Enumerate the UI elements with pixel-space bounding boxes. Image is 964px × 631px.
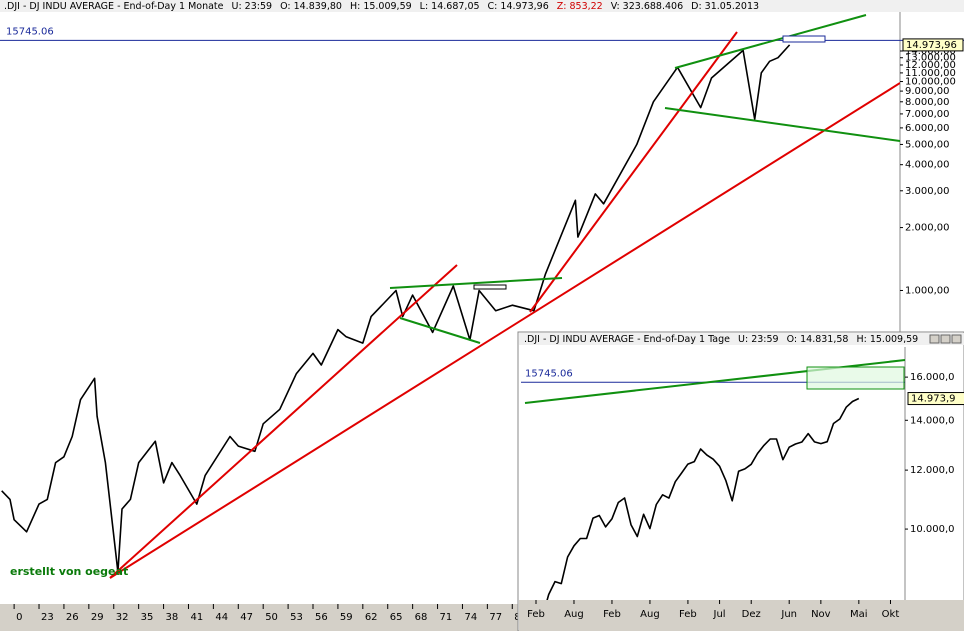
x-tick-label: 29 [91, 612, 104, 623]
x-tick-label: Nov [811, 609, 831, 620]
y-tick-label: 10.000,00 [905, 77, 956, 88]
maximize-button[interactable] [940, 334, 951, 344]
info: H: 15.009,59 [856, 334, 918, 345]
x-tick-label: 59 [340, 612, 353, 623]
y-tick-label: 8.000,00 [905, 97, 950, 108]
info: H: 15.009,59 [350, 1, 412, 12]
y-tick-label: 11.000,00 [905, 68, 956, 79]
x-tick-label: 77 [489, 612, 502, 623]
x-tick-label: 32 [116, 612, 129, 623]
price-marker [907, 392, 964, 406]
trend-line [389, 277, 563, 289]
y-tick-label: 2.000,00 [905, 223, 950, 234]
price-marker-label: 14.973,9 [911, 394, 956, 405]
box [806, 366, 905, 390]
x-tick-label: Feb [527, 609, 545, 620]
y-tick-label: 13.000,00 [905, 53, 956, 64]
x-tick-label: 62 [365, 612, 378, 623]
y-tick-label: 16.000,0 [910, 372, 955, 383]
trend-lines [109, 14, 900, 579]
trend-line [109, 82, 900, 579]
trend-line [109, 264, 458, 579]
x-tick-label: 35 [141, 612, 154, 623]
price-marker-label: 14.973,96 [906, 40, 957, 51]
x-tick-label: 23 [41, 612, 54, 623]
x-tick-label: Dez [742, 609, 761, 620]
y-tick-label: 5.000,00 [905, 139, 950, 150]
info: U: 23:59 [232, 1, 273, 12]
x-tick-label: 0 [16, 612, 22, 623]
header: .DJI - DJ INDU AVERAGE - End-of-Day 1 Ta… [524, 334, 918, 345]
reference-label: 15745.06 [525, 368, 573, 379]
x-tick-label: Aug [564, 609, 584, 620]
x-tick-label: Jun [780, 609, 797, 620]
info: U: 23:59 [738, 334, 779, 345]
title: .DJI - DJ INDU AVERAGE - End-of-Day 1 Ta… [524, 334, 730, 345]
x-axis-band [519, 600, 964, 631]
header-bar [0, 0, 964, 12]
y-tick-label: 10.000,0 [910, 524, 955, 535]
x-axis: 0 23 26 29 32 35 38 41 44 47 50 53 56 59 62 65 68 71 74 77 8 [13, 604, 521, 623]
x-axis: Feb Aug Feb Aug Feb Jul Dez Jun Nov Mai Okt [527, 600, 899, 620]
reference-label: 15745.06 [6, 26, 54, 37]
y-tick-label: 7.000,00 [905, 109, 950, 120]
x-tick-label: Mai [850, 609, 868, 620]
x-tick-label: 41 [190, 612, 203, 623]
x-tick-label: Feb [603, 609, 621, 620]
header-bar [519, 333, 964, 345]
price-marker [902, 38, 964, 52]
info: D: 31.05.2013 [691, 1, 759, 12]
main-chart: 1.000,00 2.000,00 3.000,00 4.000,00 5.000,00… [0, 26, 964, 573]
box [782, 35, 826, 43]
price-line [546, 397, 860, 600]
x-tick-label: Aug [640, 609, 660, 620]
x-tick-label: 74 [464, 612, 477, 623]
trend-line [529, 31, 738, 313]
header: .DJI - DJ INDU AVERAGE - End-of-Day 1 Mo… [4, 1, 759, 12]
x-tick-label: 38 [166, 612, 179, 623]
box [473, 284, 507, 290]
trend-lines [524, 359, 905, 404]
info: Z: 853,22 [557, 1, 603, 12]
price-line [1, 44, 791, 573]
y-tick-label: 4.000,00 [905, 160, 950, 171]
trend-line [664, 107, 900, 142]
annotation: erstellt von oegeat [10, 565, 128, 578]
info: O: 14.831,58 [787, 334, 849, 345]
y-tick-label: 9.000,00 [905, 86, 950, 97]
y-tick-label: 12.000,00 [905, 60, 956, 71]
x-tick-label: Feb [679, 609, 697, 620]
title: .DJI - DJ INDU AVERAGE - End-of-Day 1 Mo… [4, 1, 224, 12]
x-tick-label: 71 [440, 612, 453, 623]
info: O: 14.839,80 [280, 1, 342, 12]
y-tick-label: 3.000,00 [905, 186, 950, 197]
x-tick-label: 8 [514, 612, 520, 623]
y-tick-label: 14.000,00 [905, 46, 956, 57]
x-tick-label: 44 [215, 612, 228, 623]
info: C: 14.973,96 [488, 1, 549, 12]
y-tick-label: 14.000,0 [910, 415, 955, 426]
info: V: 323.688.406 [611, 1, 683, 12]
x-tick-label: 26 [66, 612, 79, 623]
info: L: 14.687,05 [420, 1, 480, 12]
x-tick-label: 65 [390, 612, 403, 623]
x-tick-label: 47 [240, 612, 253, 623]
x-tick-label: 50 [265, 612, 278, 623]
y-tick-label: 12.000,0 [910, 465, 955, 476]
x-tick-label: Okt [882, 609, 900, 620]
x-tick-label: Jul [713, 609, 726, 620]
y-tick-label: 1.000,00 [905, 285, 950, 296]
minimize-button[interactable] [929, 334, 940, 344]
x-tick-label: 53 [290, 612, 303, 623]
x-tick-label: 56 [315, 612, 328, 623]
trend-line [399, 317, 481, 344]
x-tick-label: 68 [415, 612, 428, 623]
close-button[interactable] [951, 334, 962, 344]
y-tick-label: 6.000,00 [905, 123, 950, 134]
trend-line [674, 14, 867, 69]
inset-window: .DJI - DJ INDU AVERAGE - End-of-Day 1 Ta… [517, 331, 964, 631]
